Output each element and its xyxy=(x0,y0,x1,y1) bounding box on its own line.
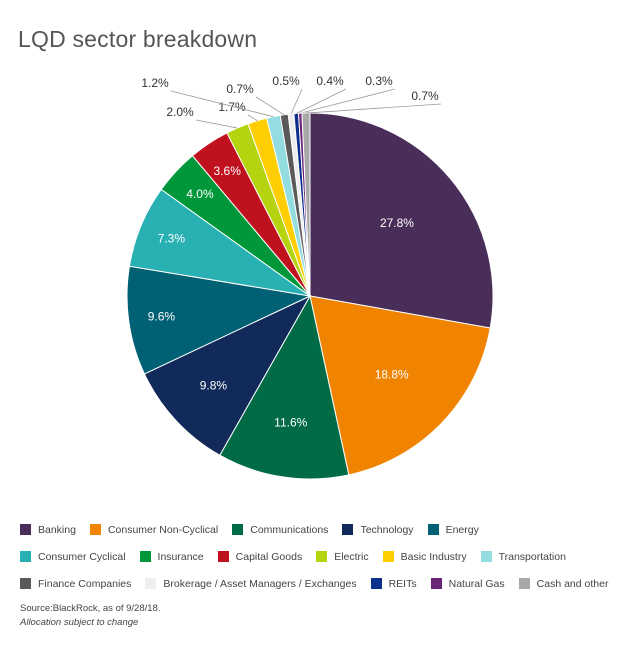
legend-label: Communications xyxy=(250,523,329,536)
legend-swatch xyxy=(342,524,354,535)
data-label-banking: 27.8% xyxy=(380,216,414,230)
legend-item-consumer-non-cyclical: Consumer Non-Cyclical xyxy=(89,523,219,536)
legend-row: Finance Companies Brokerage / Asset Manag… xyxy=(20,570,610,597)
legend-label: Consumer Cyclical xyxy=(38,550,126,563)
legend-swatch xyxy=(480,551,492,562)
pie-slice-banking xyxy=(309,112,494,329)
legend-item-cash-and-other: Cash and other xyxy=(518,577,609,590)
leader-line-electric xyxy=(195,119,238,129)
legend-item-reits: REITs xyxy=(370,577,417,590)
legend-label: REITs xyxy=(388,577,417,590)
data-label-basic-industry: 1.7% xyxy=(218,100,246,114)
legend-item-energy: Energy xyxy=(427,523,479,536)
leader-line-natural-gas xyxy=(300,88,396,114)
legend-label: Cash and other xyxy=(536,577,609,590)
data-label-cash-and-other: 0.7% xyxy=(411,89,439,103)
data-label-consumer-non-cyclical: 18.8% xyxy=(375,368,409,382)
allocation-note: Allocation subject to change xyxy=(20,617,139,628)
legend-item-transportation: Transportation xyxy=(480,550,566,563)
data-label-capital-goods: 3.6% xyxy=(214,164,242,178)
legend-swatch xyxy=(430,578,442,589)
pie-slice-energy xyxy=(126,265,312,375)
legend-label: Finance Companies xyxy=(38,577,132,590)
legend-swatch xyxy=(316,551,328,562)
legend-swatch xyxy=(139,551,151,562)
legend-swatch xyxy=(20,524,31,535)
leader-line-cash-and-other xyxy=(305,103,442,114)
legend-item-brokerage-asset-managers-exchanges: Brokerage / Asset Managers / Exchanges xyxy=(145,577,357,590)
legend-label: Banking xyxy=(38,523,76,536)
data-label-reits: 0.4% xyxy=(316,74,344,88)
pie-slice-technology xyxy=(143,294,312,456)
chart-title: LQD sector breakdown xyxy=(18,26,258,52)
pie-slice-consumer-non-cyclical xyxy=(309,295,491,476)
legend-item-finance-companies: Finance Companies xyxy=(20,578,131,590)
leader-line-reits xyxy=(296,88,347,114)
legend-item-banking: Banking xyxy=(20,524,76,536)
legend-label: Electric xyxy=(334,550,369,563)
legend-swatch xyxy=(382,551,394,562)
legend-item-basic-industry: Basic Industry xyxy=(382,550,467,563)
leader-line-basic-industry xyxy=(247,114,258,122)
data-label-electric: 2.0% xyxy=(166,105,194,119)
legend-row: Consumer Cyclical Insurance Capital Goods E… xyxy=(20,543,610,570)
legend-item-capital-goods: Capital Goods xyxy=(217,550,303,563)
legend-swatch xyxy=(89,524,101,535)
legend-swatch xyxy=(518,578,530,589)
legend-swatch xyxy=(145,578,157,589)
leader-line-brokerage-asset-managers-exchanges xyxy=(290,88,303,115)
legend-swatch xyxy=(232,524,244,535)
legend-item-consumer-cyclical: Consumer Cyclical xyxy=(20,551,126,563)
legend-label: Insurance xyxy=(157,550,204,563)
legend-item-communications: Communications xyxy=(232,524,328,536)
data-label-finance-companies: 0.7% xyxy=(226,82,254,96)
legend-swatch xyxy=(20,578,31,589)
source-note: Source:BlackRock, as of 9/28/18. xyxy=(20,603,161,614)
data-label-technology: 9.8% xyxy=(200,379,228,393)
pie-chart: 27.8% 18.8% 11.6% 9.8% 9.6% 7.3% 4.0%3.6% 2.0% 1… xyxy=(126,74,494,480)
legend-swatch xyxy=(427,524,439,535)
data-label-insurance: 4.0% xyxy=(186,187,214,201)
legend-item-technology: Technology xyxy=(342,523,414,536)
data-label-consumer-cyclical: 7.3% xyxy=(158,232,186,246)
legend-item-electric: Electric xyxy=(316,550,369,563)
legend-label: Transportation xyxy=(498,550,566,563)
pie-slice-communications xyxy=(219,294,350,480)
leader-line-transportation xyxy=(170,90,274,118)
data-label-energy: 9.6% xyxy=(148,310,176,324)
data-label-communications: 11.6% xyxy=(274,416,307,430)
legend-label: Capital Goods xyxy=(235,550,303,563)
data-label-transportation: 1.2% xyxy=(141,76,169,90)
legend-item-insurance: Insurance xyxy=(139,550,204,563)
legend-label: Technology xyxy=(360,523,414,536)
leader-line-finance-companies xyxy=(255,96,285,116)
legend-item-natural-gas: Natural Gas xyxy=(430,577,505,590)
legend-label: Consumer Non-Cyclical xyxy=(107,523,219,536)
chart-legend: Banking Consumer Non-Cyclical Communicatio… xyxy=(20,516,610,597)
legend-label: Natural Gas xyxy=(448,577,505,590)
legend-label: Brokerage / Asset Managers / Exchanges xyxy=(163,577,357,590)
data-label-natural-gas: 0.3% xyxy=(365,74,393,88)
legend-swatch xyxy=(217,551,229,562)
legend-swatch xyxy=(370,578,382,589)
legend-swatch xyxy=(20,551,31,562)
legend-label: Basic Industry xyxy=(400,550,467,563)
legend-label: Energy xyxy=(445,523,479,536)
legend-row: Banking Consumer Non-Cyclical Communicatio… xyxy=(20,516,610,543)
data-label-brokerage-asset-managers-exchanges: 0.5% xyxy=(272,74,300,88)
